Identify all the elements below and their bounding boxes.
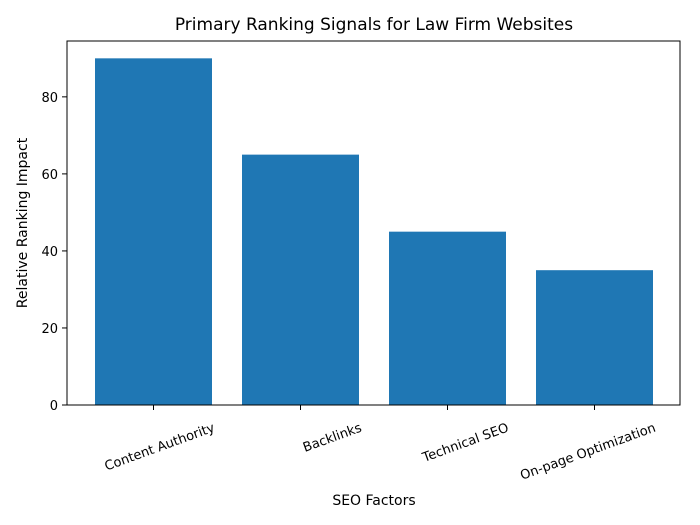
y-tick-label: 20 (41, 322, 58, 337)
bars-group (95, 58, 653, 405)
plot-frame (66, 40, 681, 406)
bar-on-page-optimization (536, 270, 653, 405)
y-axis-ticks: 0 20 40 60 80 (41, 91, 67, 414)
y-tick-label: 40 (41, 245, 58, 260)
chart-title: Primary Ranking Signals for Law Firm Web… (175, 15, 573, 35)
bar-backlinks (242, 154, 359, 405)
y-tick-label: 80 (41, 91, 58, 106)
x-axis-label: SEO Factors (332, 493, 415, 509)
y-axis-label: Relative Ranking Impact (15, 137, 31, 308)
y-tick-label: 60 (41, 168, 58, 183)
bar-content-authority (95, 58, 212, 405)
y-tick-label: 0 (50, 399, 58, 414)
bar-technical-seo (389, 231, 506, 405)
